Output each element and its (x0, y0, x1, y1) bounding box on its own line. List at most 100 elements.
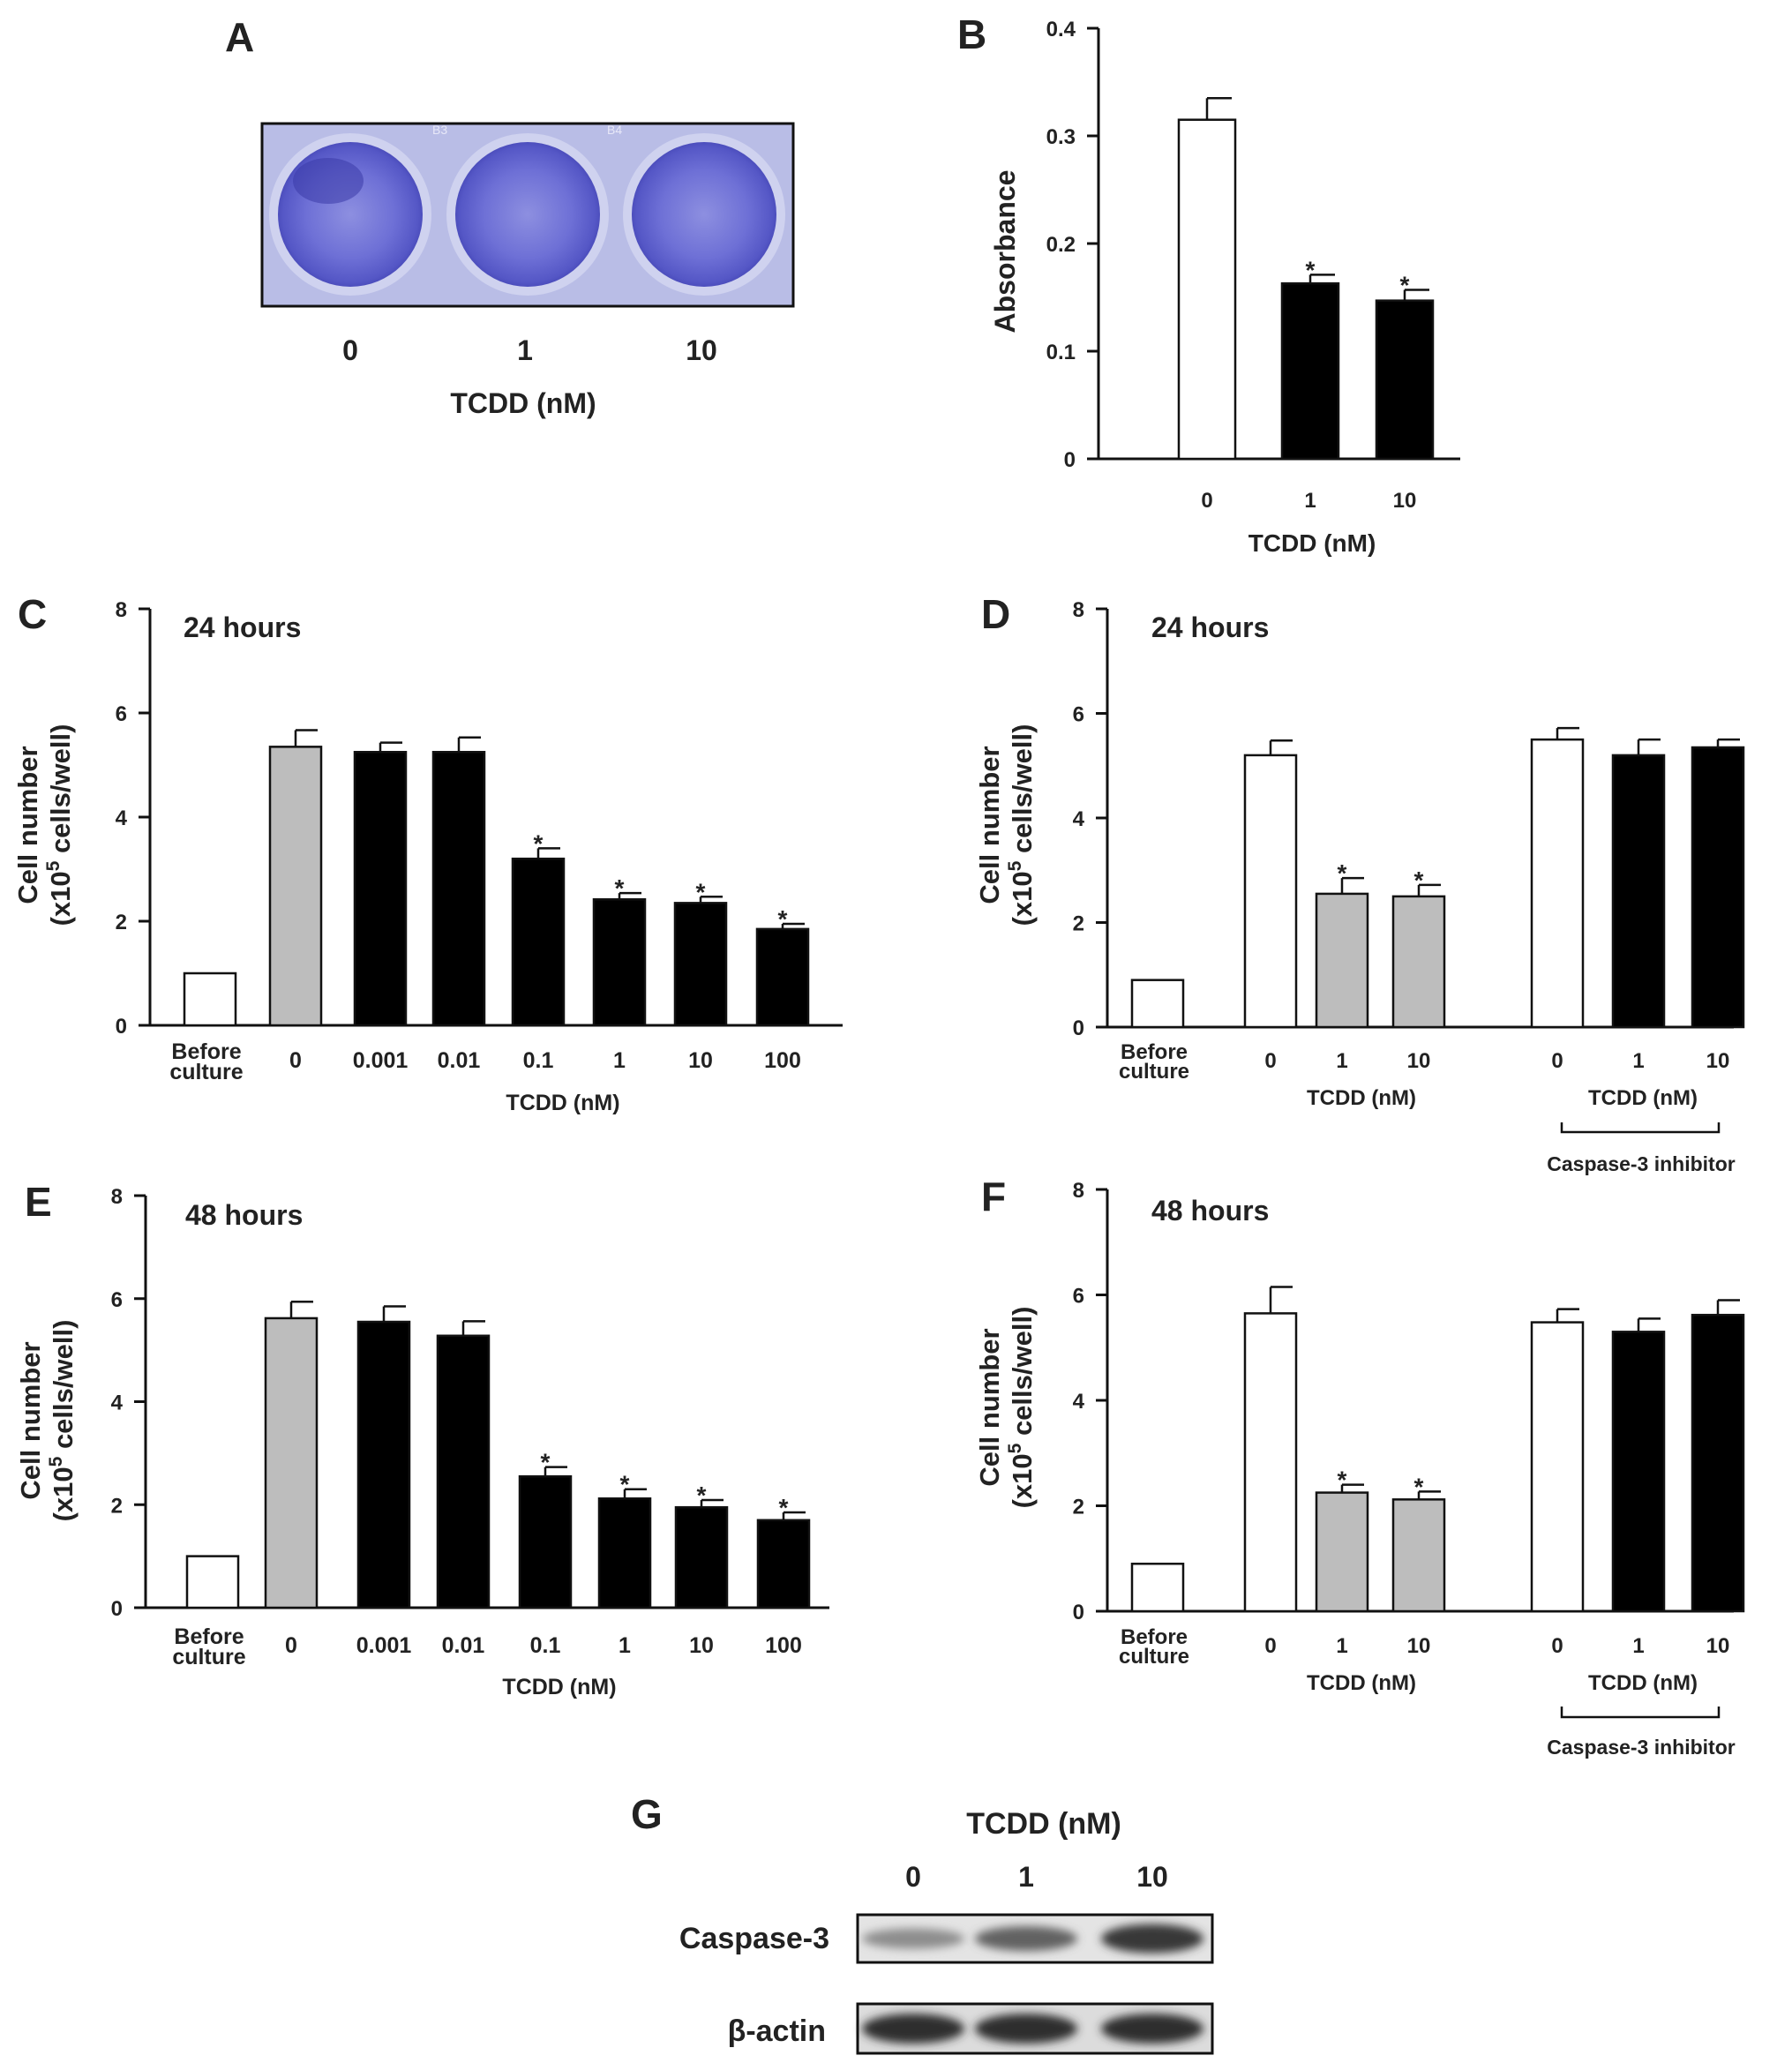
bar (185, 1555, 240, 1609)
group-label: Caspase-3 inhibitor (1547, 1736, 1735, 1759)
bar (511, 857, 566, 1027)
panel-letter: F (981, 1174, 1006, 1219)
panel-letter: B (957, 11, 986, 57)
x-tick-label: 1 (1336, 1049, 1347, 1073)
y-axis-label: Cell number(x105 cells/well) (12, 724, 76, 926)
x-tick-label: Before culture (1119, 1625, 1189, 1669)
x-tick-label: 0 (1551, 1049, 1563, 1073)
bar (592, 897, 647, 1027)
y-tick-label: 8 (1073, 1179, 1084, 1203)
panel-d-chart: D 0 2 4 6 8 Before culture 0 * 1 * 10 0 1 10 TCDD (nM) TC… (974, 591, 1745, 1175)
well-label: B3 (432, 123, 447, 137)
significance-marker: * (541, 1449, 551, 1476)
bar (1611, 754, 1666, 1029)
x-tick-label: 1 (1304, 489, 1316, 513)
bar (756, 1519, 811, 1609)
chart-annotation: 48 hours (1151, 1195, 1269, 1227)
x-tick-label: 1 (1632, 1049, 1644, 1073)
bar (1315, 1491, 1369, 1613)
x-tick-label: 10 (1706, 1049, 1730, 1073)
x-tick-label: 0 (1201, 489, 1212, 513)
panel-letter: D (981, 591, 1010, 637)
y-tick-label: 0.3 (1046, 125, 1076, 149)
x-tick-label: 0.01 (438, 1048, 481, 1073)
x-axis-label: TCDD (nM) (1248, 529, 1376, 557)
panel-c-chart: C 0 2 4 6 8 Before culture 0 0.001 0.01 * 0.1 * 1 * 10 * 1… (12, 591, 843, 1115)
x-axis-label: TCDD (nM) (1588, 1671, 1698, 1695)
y-tick-label: 0.4 (1046, 18, 1076, 41)
bar (1130, 1562, 1185, 1613)
significance-marker: * (697, 1482, 707, 1509)
x-tick-label: 1 (613, 1048, 626, 1073)
bar (268, 746, 323, 1027)
stain-dense-region (293, 158, 364, 204)
x-tick-label: 10 (1393, 489, 1417, 513)
significance-marker: * (1414, 866, 1424, 894)
blot-title: TCDD (nM) (966, 1807, 1121, 1841)
x-tick-label: 1 (1336, 1634, 1347, 1658)
x-axis-label: TCDD (nM) (506, 1091, 619, 1115)
x-axis-label: TCDD (nM) (1307, 1671, 1416, 1695)
panel-letter: E (25, 1179, 52, 1225)
y-tick-label: 0.2 (1046, 233, 1076, 257)
significance-marker: * (1338, 859, 1347, 887)
bar (1243, 754, 1298, 1029)
panel-letter-a: A (225, 14, 254, 60)
y-tick-label: 4 (116, 806, 128, 830)
y-tick-label: 2 (116, 911, 127, 934)
group-bracket (1560, 1122, 1721, 1134)
panel-g: G TCDD (nM) 0 1 10 Caspase-3 β-actin (631, 1791, 1214, 2055)
x-tick-label: 10 (1407, 1049, 1431, 1073)
well-1 (455, 142, 600, 287)
significance-marker: * (778, 905, 788, 933)
y-tick-label: 2 (1073, 912, 1084, 936)
y-axis-label: Absorbance (989, 170, 1021, 334)
y-tick-label: 0 (1073, 1016, 1084, 1040)
y-tick-label: 0 (1064, 448, 1076, 472)
x-tick-label: 10 (689, 1633, 714, 1658)
group-bracket (1560, 1707, 1721, 1719)
lane-label: 0 (905, 1861, 921, 1893)
bar (183, 971, 237, 1027)
bar (1391, 895, 1446, 1029)
x-tick-label: 0 (289, 1048, 302, 1073)
blot-band (1101, 1924, 1203, 1954)
bar (1691, 746, 1745, 1029)
x-tick-label: Before culture (169, 1039, 243, 1084)
y-tick-label: 0.1 (1046, 341, 1076, 364)
panel-letter: C (18, 591, 47, 637)
x-axis-label: TCDD (nM) (502, 1675, 616, 1699)
y-tick-label: 8 (1073, 598, 1084, 622)
blot-band (975, 1926, 1077, 1951)
panel-e-chart: E 0 2 4 6 8 Before culture 0 0.001 0.01 * 0.1 * 1 * 10 * 1… (15, 1179, 829, 1699)
y-tick-label: 0 (1073, 1601, 1084, 1624)
y-tick-label: 2 (111, 1494, 123, 1518)
x-tick-label: 100 (765, 1633, 802, 1658)
blot-row-label: β-actin (728, 2014, 826, 2048)
panel-a: A B3 B4 0 1 10 TCDD (nM) (225, 14, 795, 419)
bar (1375, 299, 1435, 461)
x-tick-label: 1 (619, 1633, 631, 1658)
bar (1130, 979, 1185, 1029)
bar (264, 1317, 319, 1609)
y-tick-label: 0 (111, 1597, 123, 1621)
significance-marker: * (1338, 1467, 1347, 1494)
significance-marker: * (1306, 256, 1316, 283)
x-tick-label: 10 (686, 334, 717, 366)
group-label: Caspase-3 inhibitor (1547, 1152, 1735, 1175)
y-tick-label: 4 (111, 1392, 124, 1415)
y-tick-label: 6 (111, 1288, 123, 1312)
caspase-3-bands (862, 1924, 1203, 1954)
bar (1177, 118, 1237, 461)
y-tick-label: 6 (116, 702, 127, 726)
x-tick-label: Before culture (172, 1624, 245, 1669)
panel-f-chart: F 0 2 4 6 8 Before culture 0 * 1 * 10 0 1 10 TCDD (nM) TC… (974, 1174, 1745, 1759)
y-axis-label: Cell number(x105 cells/well) (15, 1320, 79, 1522)
bar (436, 1334, 491, 1609)
y-tick-label: 6 (1073, 1285, 1084, 1309)
x-tick-label: Before culture (1119, 1040, 1189, 1084)
bar (356, 1320, 411, 1609)
significance-marker: * (534, 829, 544, 857)
significance-marker: * (1414, 1473, 1424, 1500)
